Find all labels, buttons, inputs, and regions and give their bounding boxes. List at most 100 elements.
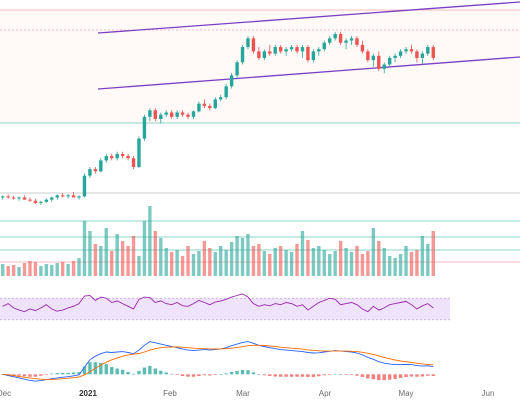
candle-body <box>17 197 21 199</box>
macd-histogram-bar <box>131 373 136 375</box>
candle-body <box>66 195 70 197</box>
volume-bar <box>420 236 425 276</box>
volume-bar <box>55 263 59 276</box>
candle-body <box>131 158 136 167</box>
macd-histogram-bar <box>415 374 419 377</box>
candle-body <box>306 47 310 61</box>
macd-histogram-bar <box>120 369 125 375</box>
volume-bar <box>99 246 103 276</box>
volume-bar <box>142 221 147 276</box>
macd-histogram-bar <box>66 372 70 375</box>
volume-bar <box>120 241 125 276</box>
candle-body <box>393 55 397 58</box>
volume-bar <box>415 250 419 276</box>
price-zone-fill <box>0 10 520 123</box>
candle-body <box>366 51 370 61</box>
volume-bar <box>6 266 10 276</box>
x-axis-label: Mar <box>236 389 250 398</box>
macd-histogram-bar <box>28 374 32 377</box>
macd-histogram-bar <box>104 364 108 375</box>
candle-body <box>240 47 245 63</box>
volume-bar <box>398 254 403 276</box>
candle-body <box>197 103 201 112</box>
volume-bar <box>344 248 348 276</box>
macd-histogram-bar <box>202 374 207 376</box>
volume-bar <box>22 263 27 276</box>
candle-body <box>262 51 267 58</box>
macd-histogram-bar <box>306 374 310 377</box>
candle-body <box>289 47 294 50</box>
volume-bar <box>126 246 130 276</box>
volume-bar <box>338 241 343 276</box>
price-zone <box>0 10 520 123</box>
macd-histogram-bar <box>273 374 277 377</box>
volume-bar <box>71 261 76 276</box>
volume-bars <box>1 206 435 276</box>
volume-bar <box>246 234 250 276</box>
candle-body <box>257 51 261 58</box>
candle-body <box>153 110 158 119</box>
volume-bar <box>224 250 228 276</box>
macd-histogram-bar <box>191 374 196 377</box>
candle-body <box>159 114 163 119</box>
volume-bar <box>295 244 299 276</box>
candle-body <box>126 156 130 159</box>
macd-histogram-bar <box>219 374 223 375</box>
candle-body <box>88 169 92 176</box>
volume-bar <box>115 234 119 276</box>
volume-bar <box>60 262 65 276</box>
volume-bar <box>93 244 98 276</box>
macd-histogram-bar <box>50 373 54 375</box>
volume-bar <box>300 231 305 276</box>
volume-bar <box>66 264 70 276</box>
macd-histogram-bar <box>142 367 147 375</box>
volume-bar <box>11 265 16 276</box>
candle-body <box>1 196 5 198</box>
volume-bar <box>131 236 136 276</box>
rsi-panel <box>0 293 450 321</box>
candle-body <box>349 38 354 41</box>
macd-histogram-bar <box>229 371 234 375</box>
macd-histogram-bar <box>39 374 43 376</box>
macd-histogram-bar <box>82 366 87 375</box>
volume-bar <box>377 241 381 276</box>
macd-histogram-bar <box>60 372 65 375</box>
macd-histogram-bar <box>431 374 435 377</box>
macd-histogram-bar <box>420 374 425 377</box>
volume-bar <box>186 246 190 276</box>
candle-body <box>317 49 321 52</box>
candle-body <box>338 33 343 43</box>
volume-bar <box>289 252 294 276</box>
volume-bar <box>208 248 212 276</box>
macd-histogram-bar <box>322 374 326 376</box>
volume-bar <box>268 254 272 276</box>
volume-bar <box>17 267 21 276</box>
volume-bar <box>159 238 163 276</box>
volume-bar <box>371 228 376 276</box>
macd-histogram-bar <box>333 373 337 375</box>
macd-histogram-bar <box>393 374 397 379</box>
candle-body <box>180 112 185 115</box>
candle-body <box>355 38 359 45</box>
macd-histogram-bar <box>398 374 403 378</box>
volume-bar <box>191 254 196 276</box>
candle-body <box>295 47 299 52</box>
volume-bar <box>262 251 267 276</box>
macd-histogram-bar <box>251 372 256 375</box>
channel-upper-line <box>97 1 520 34</box>
volume-bar <box>333 251 337 276</box>
candle-body <box>229 75 234 87</box>
volume-bar <box>426 244 430 276</box>
candle-body <box>60 195 65 197</box>
volume-bar <box>387 256 392 276</box>
candle-body <box>278 47 283 52</box>
candle-body <box>82 175 87 197</box>
x-axis-label: May <box>398 389 413 398</box>
candle-body <box>360 44 365 52</box>
macd-histogram-bar <box>262 374 267 376</box>
macd-histogram-bar <box>278 374 283 377</box>
candle-body <box>398 51 403 56</box>
macd-histogram-bar <box>284 374 288 377</box>
